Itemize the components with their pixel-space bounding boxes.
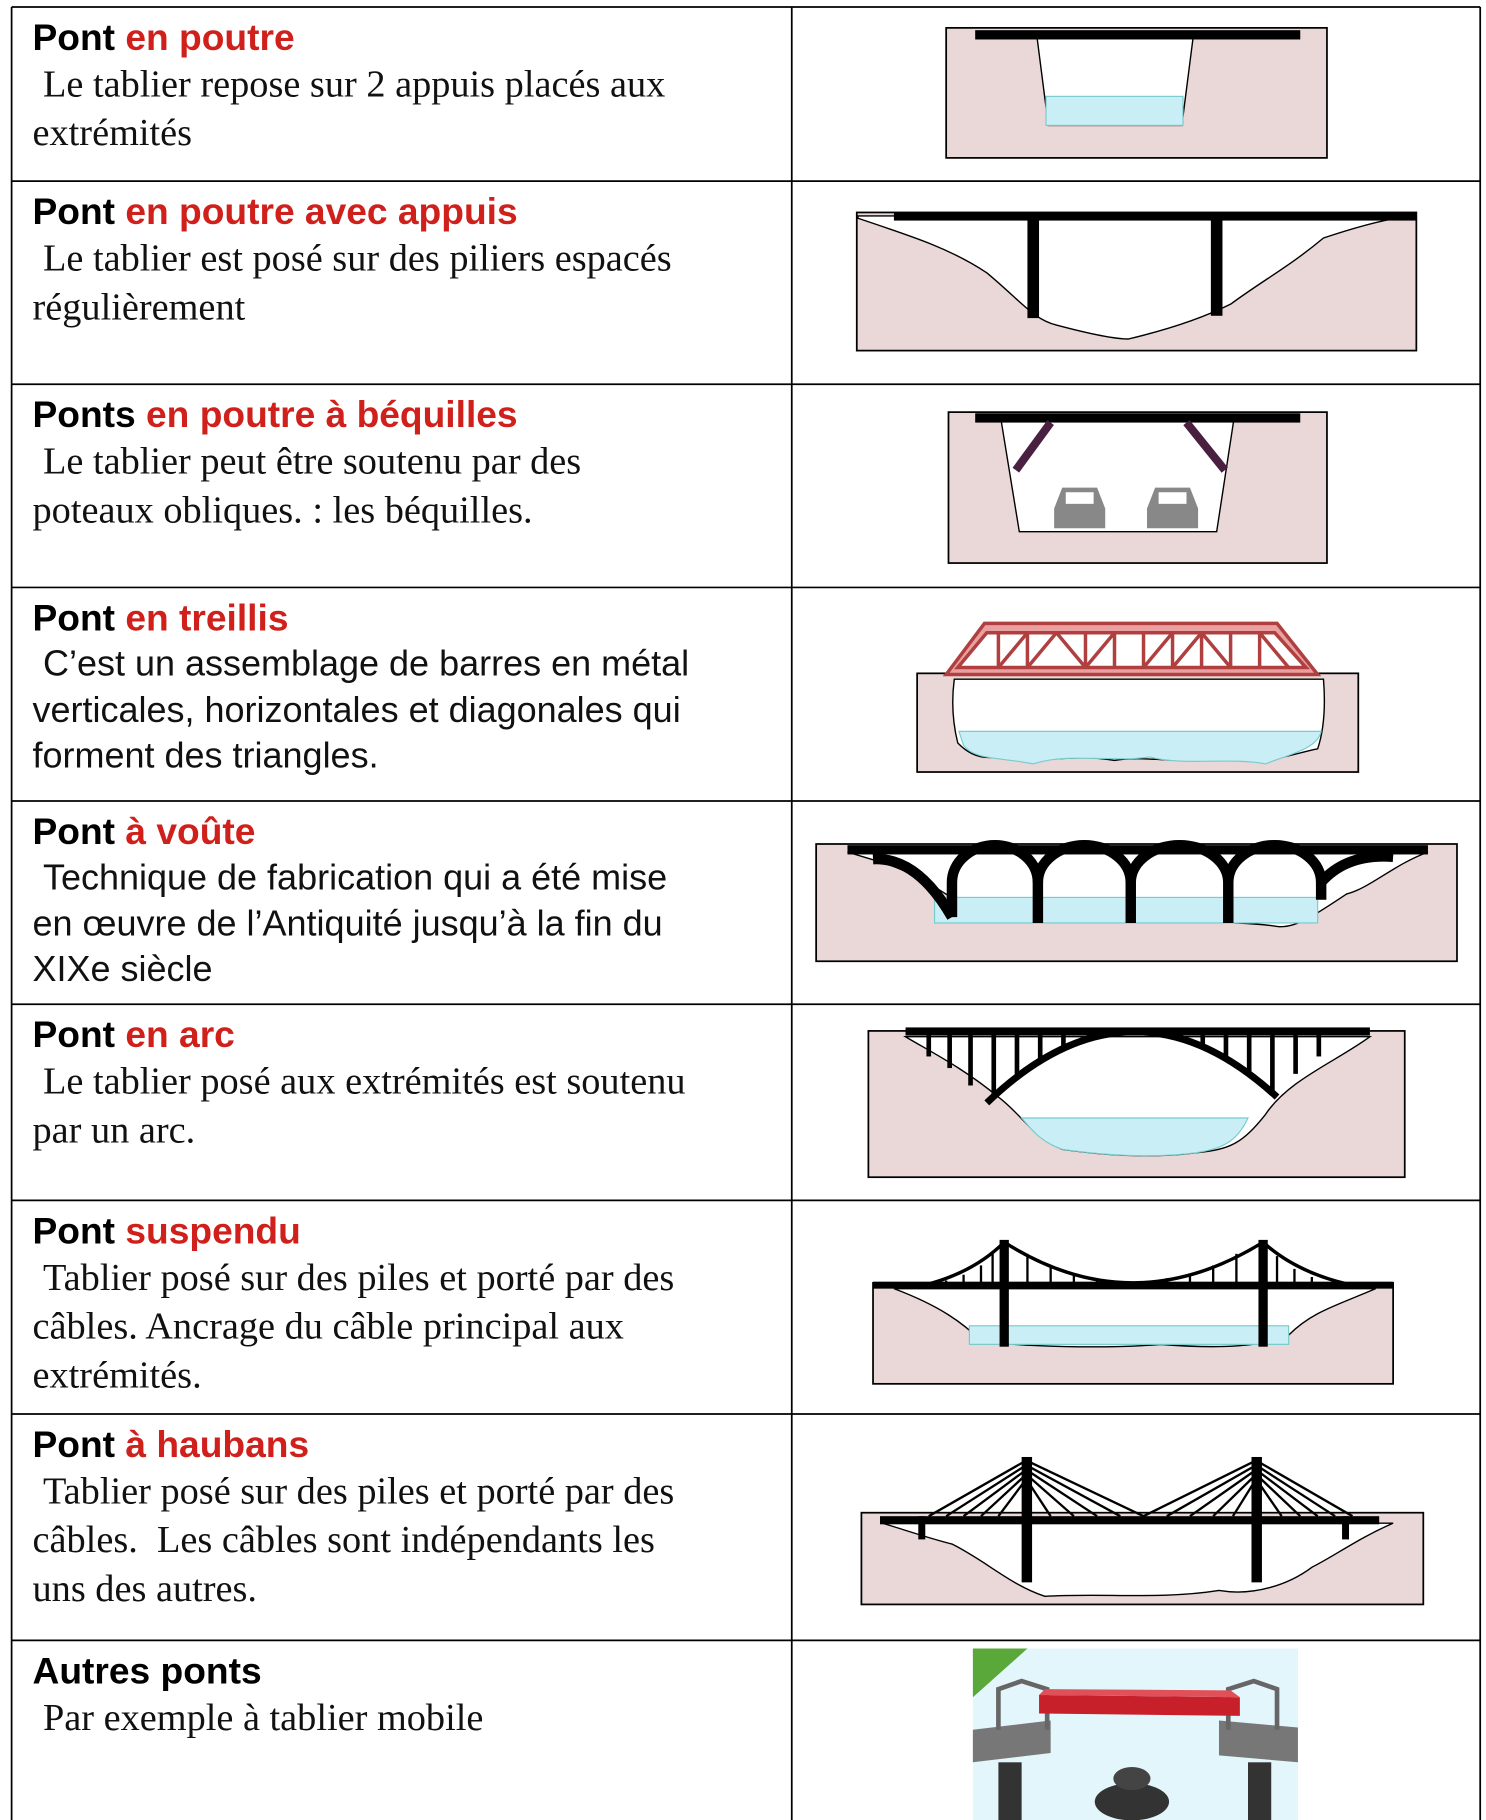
row-description: Le tablier repose sur 2 appuis placés au…: [33, 60, 776, 158]
title-highlight: en poutre à béquilles: [146, 393, 518, 436]
title-lead: Autres ponts: [32, 1649, 262, 1692]
title-lead: Pont: [32, 1423, 116, 1466]
title-lead: Pont: [32, 16, 116, 59]
description-line: régulièrement: [32, 286, 246, 329]
description-line: Le tablier peut être soutenu par des: [42, 441, 582, 483]
title-highlight: suspendu: [125, 1209, 301, 1252]
movable-bridge-picture: [972, 1648, 1298, 1820]
description-line: Tablier posé sur des piles et porté par …: [42, 1470, 675, 1513]
row-text: Pont suspendu Tablier posé sur des piles …: [33, 1207, 776, 1400]
title-lead: Pont: [32, 1013, 116, 1056]
row-description: Le tablier est posé sur des piliers espa…: [33, 235, 776, 333]
row-title: Pont en arc: [33, 1011, 776, 1057]
description-line: en œuvre de l’Antiquité jusqu’à la fin d…: [32, 902, 663, 944]
row-description: Technique de fabrication qui a été mise e…: [33, 854, 776, 992]
beam-bridge-with-piers-drawing: [855, 211, 1418, 352]
row-description: Tablier posé sur des piles et porté par …: [33, 1254, 776, 1400]
description-line: verticales, horizontales et diagonales q…: [32, 689, 681, 730]
row-description: Le tablier posé aux extrémités est soute…: [33, 1058, 776, 1156]
row-text: Pont en arc Le tablier posé aux extrémité…: [33, 1011, 776, 1155]
row-text: Pont en treillis C’est un assemblage de b…: [33, 594, 776, 778]
description-line: Le tablier est posé sur des piliers espa…: [42, 237, 672, 280]
title-highlight: à voûte: [125, 810, 256, 853]
strut-bridge-drawing: [947, 411, 1328, 564]
row-description: C’est un assemblage de barres en métal ve…: [33, 641, 776, 779]
description-line: Le tablier repose sur 2 appuis placés au…: [42, 63, 666, 106]
title-lead: Pont: [32, 810, 116, 853]
description-line: extrémités.: [32, 1354, 202, 1397]
row-text: Pont à haubans Tablier posé sur des piles…: [33, 1421, 776, 1614]
title-highlight: en treillis: [125, 596, 289, 639]
row-title: Pont à haubans: [33, 1421, 776, 1467]
row-title: Pont en poutre avec appuis: [33, 188, 776, 234]
row-title: Pont à voûte: [33, 808, 776, 854]
description-line: poteaux obliques. : les béquilles.: [32, 489, 533, 532]
description-line: câbles. Les câbles sont indépendants les: [32, 1519, 655, 1562]
row-description: Par exemple à tablier mobile: [33, 1694, 776, 1743]
description-line: câbles. Ancrage du câble principal aux: [32, 1306, 624, 1348]
description-line: Tablier posé sur des piles et porté par …: [42, 1257, 675, 1300]
description-line: extrémités: [32, 112, 193, 155]
title-highlight: à haubans: [125, 1423, 310, 1466]
row-title: Pont en treillis: [33, 594, 776, 640]
title-highlight: en poutre avec appuis: [125, 190, 518, 233]
title-lead: Pont: [32, 190, 116, 233]
title-lead: Ponts: [32, 393, 136, 436]
title-lead: Pont: [32, 1209, 116, 1252]
row-title: Autres ponts: [33, 1647, 776, 1693]
row-title: Ponts en poutre à béquilles: [33, 391, 776, 437]
description-line: XIXe siècle: [32, 948, 213, 990]
truss-bridge-drawing: [916, 621, 1360, 773]
row-text: Ponts en poutre à béquilles Le tablier pe…: [33, 391, 776, 535]
title-lead: Pont: [32, 596, 116, 639]
row-text: Pont en poutre avec appuis Le tablier est…: [33, 188, 776, 332]
description-line: forment des triangles.: [32, 734, 379, 776]
description-line: uns des autres.: [32, 1568, 258, 1611]
description-line: par un arc.: [32, 1109, 196, 1152]
description-line: Par exemple à tablier mobile: [42, 1697, 484, 1740]
beam-bridge-drawing: [945, 26, 1328, 159]
row-description: Le tablier peut être soutenu par des pote…: [33, 438, 776, 536]
description-line: Technique de fabrication qui a été mise: [42, 856, 668, 898]
row-text: Pont à voûte Technique de fabrication qui…: [33, 808, 776, 992]
suspension-bridge-drawing: [872, 1239, 1394, 1385]
arch-viaduct-drawing: [815, 839, 1458, 963]
row-text: Autres ponts Par exemple à tablier mobile: [33, 1647, 776, 1742]
row-title: Pont en poutre: [33, 14, 776, 60]
row-text: Pont en poutre Le tablier repose sur 2 ap…: [33, 14, 776, 158]
description-line: Le tablier posé aux extrémités est soute…: [42, 1061, 686, 1103]
title-highlight: en poutre: [125, 16, 295, 59]
arch-bridge-drawing: [867, 1027, 1406, 1179]
title-highlight: en arc: [125, 1013, 235, 1056]
description-line: C’est un assemblage de barres en métal: [42, 643, 690, 684]
cable-stayed-bridge-drawing: [860, 1456, 1425, 1606]
row-title: Pont suspendu: [33, 1207, 776, 1253]
row-description: Tablier posé sur des piles et porté par …: [33, 1467, 776, 1613]
table-grid: [10, 6, 1482, 1820]
